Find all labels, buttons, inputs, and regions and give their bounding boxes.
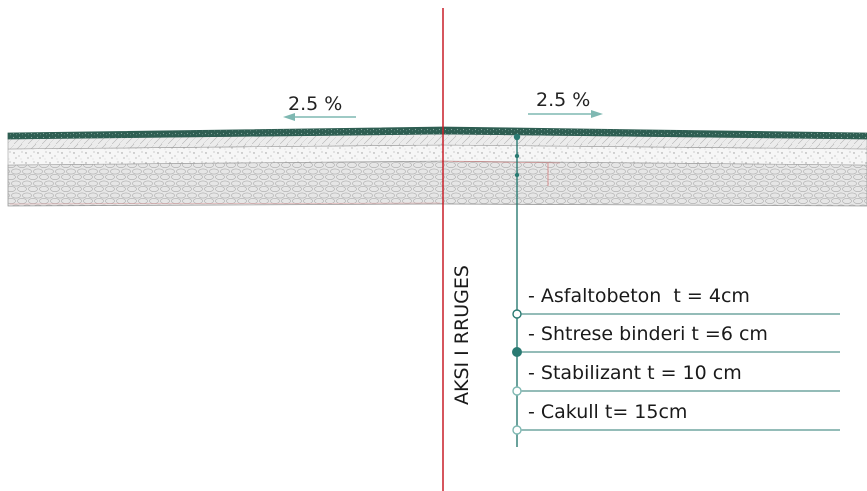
leader-node <box>512 347 522 357</box>
leader-dot <box>514 153 520 159</box>
slope-left-arrow-head-icon <box>283 113 295 121</box>
layer-gravel-band <box>7 160 867 207</box>
slope-left-label: 2.5 % <box>288 93 342 115</box>
leader-dot <box>514 172 520 178</box>
leader-node <box>512 309 522 319</box>
road-axis-label: AKSI I RRUGES <box>451 265 473 405</box>
construction-mark <box>9 202 441 205</box>
slope-right-label: 2.5 % <box>536 89 590 111</box>
layer-label-gravel: - Cakull t= 15cm <box>528 401 687 423</box>
layer-label-binder: - Shtrese binderi t =6 cm <box>528 323 768 345</box>
leader-node <box>512 425 522 435</box>
slope-indicator-left: 2.5 % <box>283 93 356 121</box>
leader-node <box>512 386 522 396</box>
pavement-layers <box>7 126 867 207</box>
layer-label-stabilizant: - Stabilizant t = 10 cm <box>528 362 742 384</box>
construction-mark <box>439 160 561 164</box>
leader-dot <box>513 133 521 141</box>
slope-indicator-right: 2.5 % <box>528 89 603 118</box>
layer-label-asphalt: - Asfaltobeton t = 4cm <box>528 285 750 307</box>
layer-leader <box>512 133 840 447</box>
slope-right-arrow-head-icon <box>591 110 603 118</box>
layer-labels: - Asfaltobeton t = 4cm - Shtrese binderi… <box>528 285 768 423</box>
